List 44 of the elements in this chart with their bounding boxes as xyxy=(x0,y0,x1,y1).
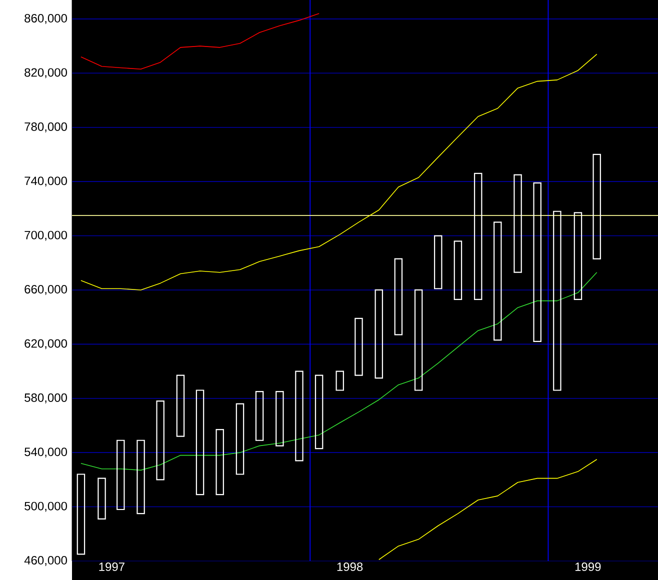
candlestick xyxy=(414,289,423,391)
candlestick xyxy=(454,240,462,300)
line-series xyxy=(80,13,320,70)
candlestick xyxy=(236,403,244,475)
candlestick xyxy=(474,172,482,300)
candlestick xyxy=(336,370,344,391)
y-tick-label: 700,000 xyxy=(24,230,67,241)
x-tick-label: 1999 xyxy=(575,562,601,572)
candlestick xyxy=(374,289,384,379)
y-tick-label: 540,000 xyxy=(24,448,67,458)
y-tick-label: 780,000 xyxy=(24,122,67,132)
candlestick xyxy=(533,182,542,342)
y-tick-label: 580,000 xyxy=(24,393,67,404)
candlestick xyxy=(394,258,403,336)
candlestick xyxy=(574,212,582,300)
x-tick-label: 1997 xyxy=(99,562,124,572)
line-series xyxy=(378,458,598,560)
candlestick xyxy=(216,428,224,496)
candlestick xyxy=(136,440,145,514)
y-tick-label: 620,000 xyxy=(24,339,67,350)
candlestick xyxy=(354,318,363,376)
candlestick xyxy=(295,370,304,462)
x-tick-label: 1998 xyxy=(337,562,363,572)
candlestick xyxy=(116,440,125,510)
candlestick xyxy=(276,391,284,446)
candlestick xyxy=(592,154,601,260)
candlestick xyxy=(156,400,164,480)
candlestick xyxy=(314,374,324,450)
y-tick-label: 660,000 xyxy=(24,285,67,295)
y-tick-label: 460,000 xyxy=(24,556,67,566)
candlestick xyxy=(255,391,264,441)
candlestick xyxy=(176,374,185,437)
candlestick xyxy=(514,174,522,273)
candlestick xyxy=(76,474,86,555)
y-tick-label: 500,000 xyxy=(24,502,67,512)
candlestick xyxy=(494,222,502,341)
candlestick xyxy=(434,235,442,290)
y-tick-label: 820,000 xyxy=(24,68,67,78)
candlestick xyxy=(98,478,106,520)
y-tick-label: 740,000 xyxy=(24,176,67,187)
candlestick xyxy=(553,210,562,391)
y-tick-label: 860,000 xyxy=(24,14,67,24)
line-series xyxy=(80,54,598,290)
candlestick xyxy=(196,390,204,496)
